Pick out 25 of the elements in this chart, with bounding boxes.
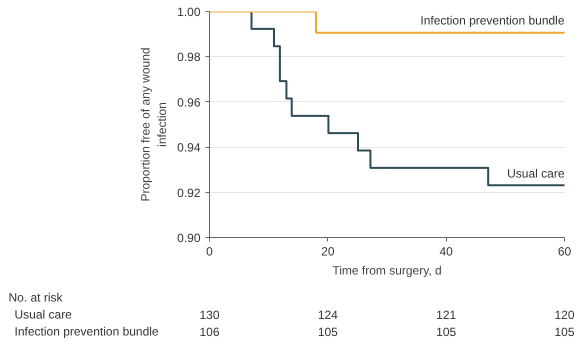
text: 105	[554, 325, 575, 339]
text: Usual care	[14, 308, 72, 322]
series-label: Infection prevention bundle	[420, 14, 565, 28]
series-label: Usual care	[507, 166, 565, 180]
y-tick-label: 0.94	[177, 140, 201, 155]
text: 106	[199, 325, 220, 339]
text: Infection prevention bundle	[14, 324, 159, 338]
x-axis-title: Time from surgery, d	[332, 264, 442, 278]
text: 121	[436, 308, 457, 322]
x-tick-label: 20	[321, 244, 335, 258]
text: 124	[318, 308, 338, 322]
x-tick-label: 40	[439, 244, 454, 258]
y-tick-label: 0.92	[177, 186, 201, 200]
text: 105	[436, 325, 457, 339]
y-axis-title: Proportion free of any wound infection	[138, 47, 170, 202]
text: No. at risk	[8, 290, 64, 304]
text: 130	[199, 308, 220, 322]
x-tick-label: 60	[558, 244, 572, 258]
y-tick-label: 1.00	[177, 5, 201, 19]
text: 120	[554, 308, 575, 322]
y-tick-label: 0.98	[177, 50, 201, 64]
x-tick-label: 0	[206, 244, 214, 258]
y-tick-label: 0.96	[177, 95, 201, 110]
text: 105	[318, 325, 338, 339]
y-tick-label: 0.90	[177, 231, 201, 245]
